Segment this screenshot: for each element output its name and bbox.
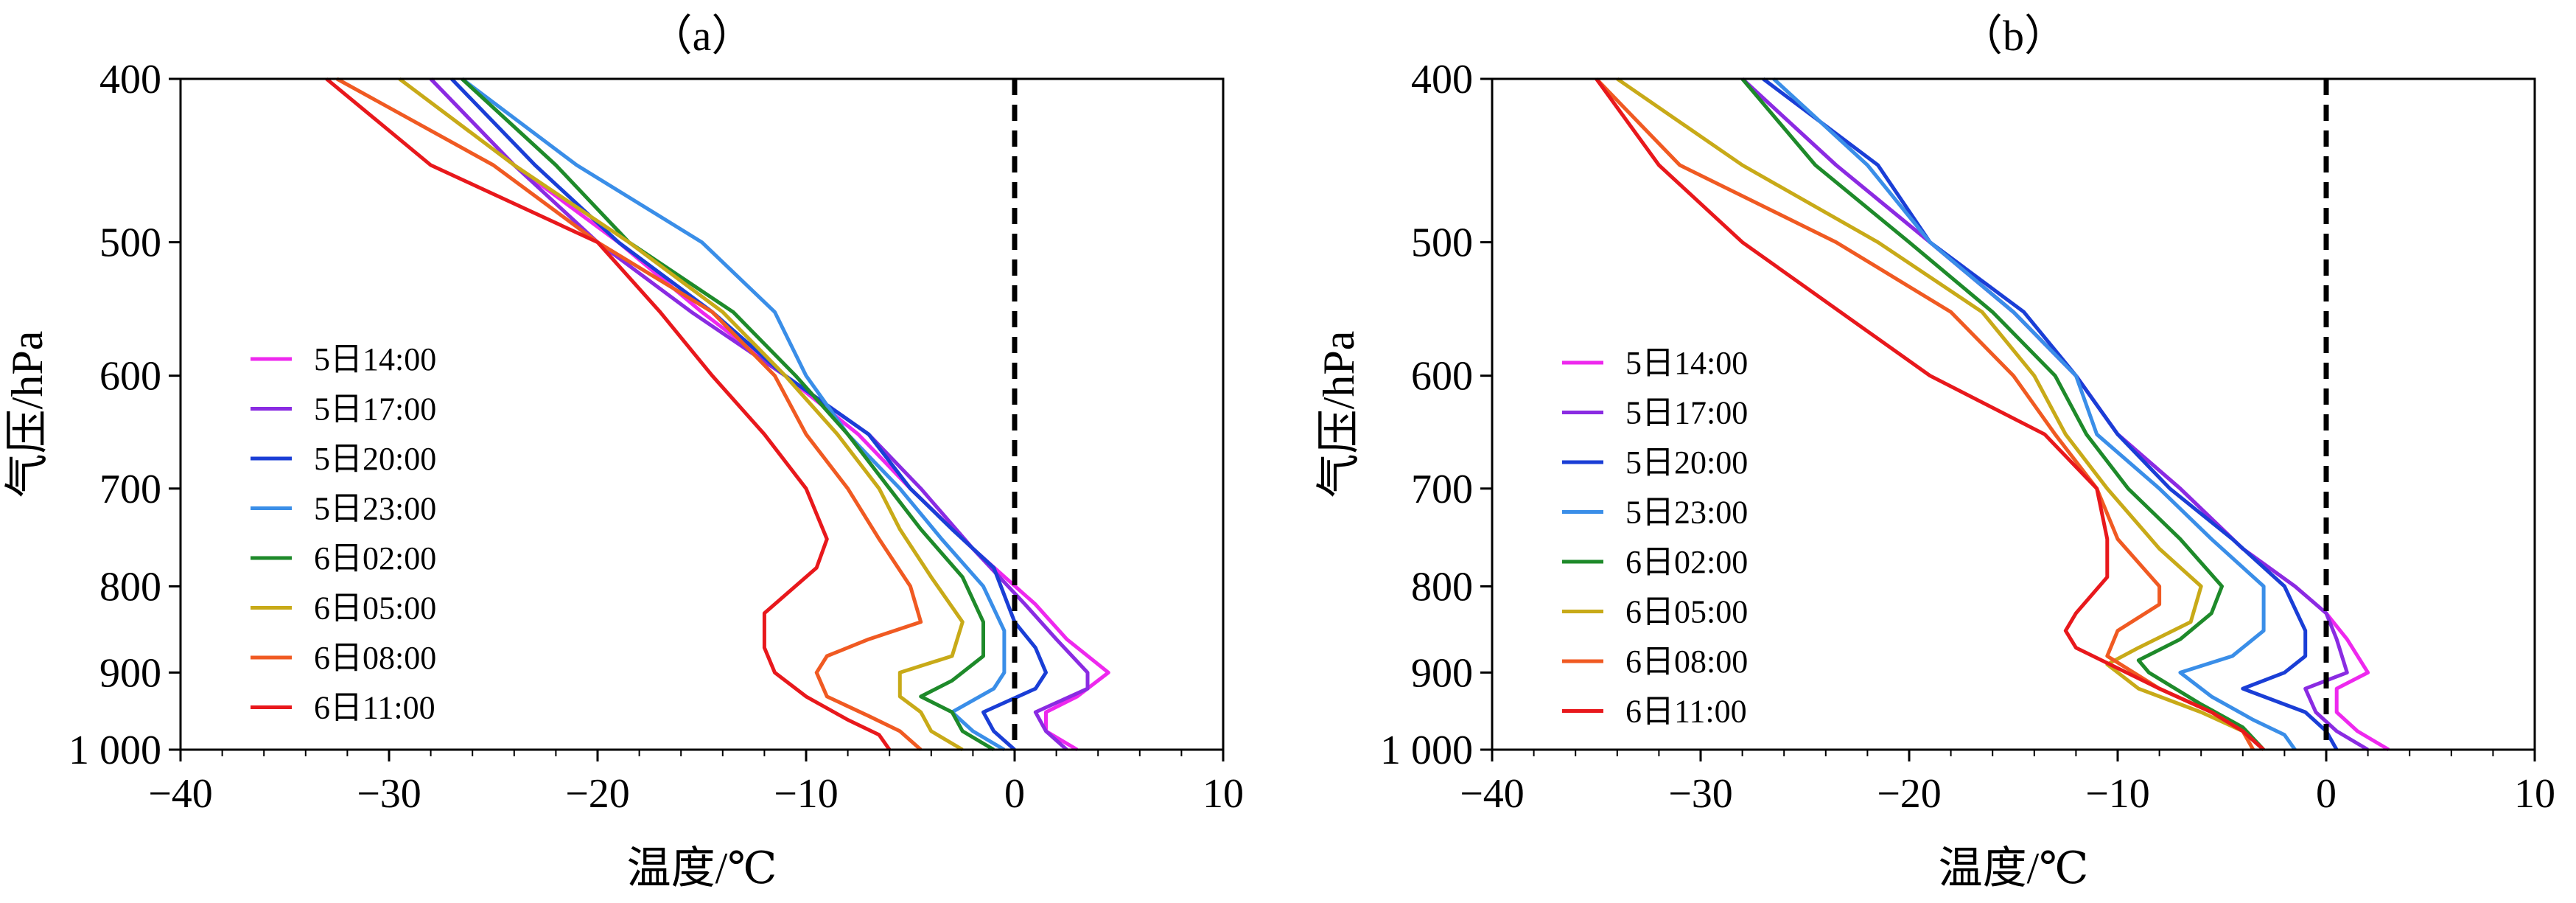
legend-label: 6日08:00 bbox=[314, 640, 436, 676]
x-tick-label: −40 bbox=[1460, 771, 1525, 817]
legend-label: 5日23:00 bbox=[314, 491, 436, 527]
y-axis-label: 气压/hPa bbox=[1315, 331, 1363, 498]
panel-a: −40 −30 −20 −10 0 10 400 500 600 700 800 900 1 000 （a… bbox=[3, 12, 1244, 893]
x-tick-label: −40 bbox=[148, 771, 213, 817]
x-tick-label: 0 bbox=[1004, 771, 1025, 817]
panel-b: −40 −30 −20 −10 0 10 400 500 600 700 800 900 1 000 （b… bbox=[1315, 12, 2555, 893]
y-tick-label: 800 bbox=[99, 564, 161, 610]
legend-label: 6日02:00 bbox=[1625, 544, 1748, 580]
series-line bbox=[461, 77, 1007, 752]
y-tick-label: 1 000 bbox=[69, 728, 161, 773]
y-tick-label: 900 bbox=[99, 650, 161, 696]
series-line bbox=[1616, 77, 2265, 751]
legend-label: 6日02:00 bbox=[314, 540, 436, 576]
y-tick-label: 600 bbox=[1411, 354, 1473, 400]
x-tick-label: −30 bbox=[1668, 771, 1733, 817]
x-tick-label: 10 bbox=[2514, 771, 2555, 817]
y-tick-label: 900 bbox=[1411, 650, 1473, 696]
plot-frame bbox=[1491, 77, 2536, 751]
legend-label: 5日20:00 bbox=[314, 441, 436, 477]
series-line bbox=[450, 77, 1048, 751]
series-line bbox=[1740, 77, 2390, 752]
series-line bbox=[429, 77, 1090, 751]
series-line bbox=[325, 77, 892, 751]
x-axis-label: 温度/℃ bbox=[1939, 844, 2089, 893]
series-line bbox=[1595, 77, 2265, 751]
y-tick-label: 700 bbox=[99, 467, 161, 512]
x-tick-label: 10 bbox=[1203, 771, 1244, 817]
y-tick-label: 500 bbox=[1411, 220, 1473, 266]
plot-frame bbox=[179, 77, 1225, 751]
legend-label: 6日05:00 bbox=[314, 590, 436, 627]
legend-label: 5日23:00 bbox=[1625, 495, 1748, 531]
x-tick-label: −20 bbox=[1877, 771, 1942, 817]
panel-title: （a） bbox=[650, 12, 755, 60]
legend-label: 5日17:00 bbox=[1625, 395, 1748, 431]
series-line bbox=[336, 77, 923, 751]
y-tick-label: 400 bbox=[1411, 57, 1473, 102]
legend-label: 5日20:00 bbox=[1625, 444, 1748, 481]
y-axis-label: 气压/hPa bbox=[3, 331, 52, 498]
series-line bbox=[1740, 77, 2265, 751]
legend-label: 5日14:00 bbox=[314, 341, 436, 377]
panel-title: （b） bbox=[1960, 12, 2067, 60]
series-line bbox=[1762, 77, 2339, 751]
x-tick-label: 0 bbox=[2316, 771, 2337, 817]
legend: 5日14:00 5日17:00 5日20:00 5日23:00 6日02:00 6日05:… bbox=[251, 341, 436, 726]
series-line bbox=[398, 77, 965, 752]
y-tick-label: 800 bbox=[1411, 564, 1473, 610]
x-tick-label: −20 bbox=[565, 771, 630, 817]
series-line bbox=[1772, 77, 2297, 751]
x-tick-label: −10 bbox=[2085, 771, 2150, 817]
y-tick-label: 700 bbox=[1411, 467, 1473, 512]
legend-label: 6日08:00 bbox=[1625, 644, 1748, 680]
legend-label: 5日14:00 bbox=[1625, 345, 1748, 381]
legend-label: 5日17:00 bbox=[314, 391, 436, 428]
y-tick-label: 1 000 bbox=[1380, 728, 1473, 773]
y-tick-label: 400 bbox=[99, 57, 161, 102]
x-tick-label: −10 bbox=[774, 771, 839, 817]
x-axis-label: 温度/℃ bbox=[627, 844, 777, 893]
legend: 5日14:00 5日17:00 5日20:00 5日23:00 6日02:00 6日05:… bbox=[1562, 345, 1748, 730]
series-line bbox=[461, 77, 995, 752]
y-tick-label: 600 bbox=[99, 354, 161, 400]
legend-label: 6日11:00 bbox=[1625, 694, 1747, 730]
x-tick-label: −30 bbox=[357, 771, 421, 817]
legend-label: 6日05:00 bbox=[1625, 594, 1748, 630]
legend-label: 6日11:00 bbox=[314, 690, 435, 726]
y-tick-label: 500 bbox=[99, 220, 161, 266]
